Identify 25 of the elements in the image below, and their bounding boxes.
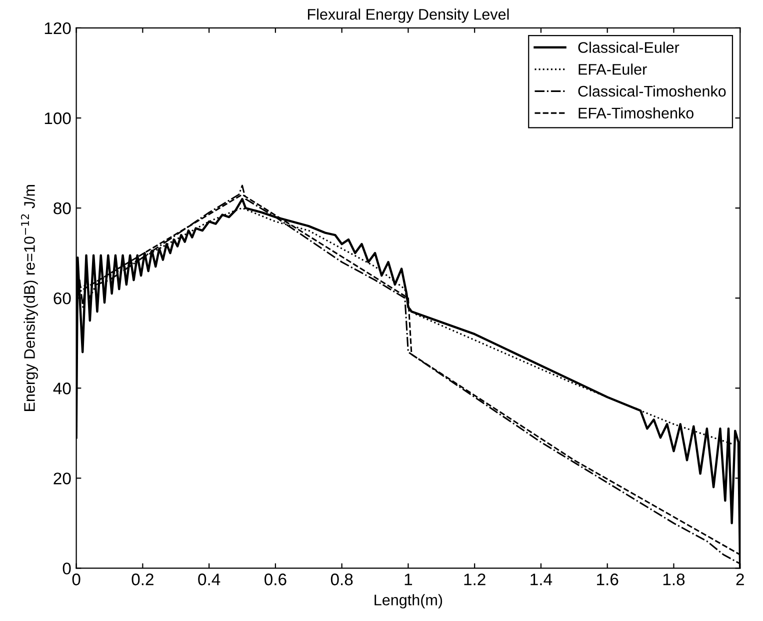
x-tick-label: 0.8 [330,574,353,586]
y-tick-label: 80 [54,202,71,214]
legend-label: Classical-Timoshenko [578,85,726,97]
x-axis-title: Length(m) [374,594,442,608]
x-tick-label: 0.4 [198,574,220,586]
y-tick-label: 60 [54,292,71,304]
y-axis-title: Energy Density(dB) re=10$^{−12}$ J/m [20,185,38,411]
x-tick-label: 1.8 [663,574,685,586]
y-tick-label: 0 [62,562,71,574]
y-tick-label: 40 [53,382,71,394]
x-tick-label: 2 [736,574,744,586]
x-tick-label: 1.6 [597,574,618,586]
x-tick-label: 1.2 [464,574,486,586]
x-tick-label: 0.2 [132,574,154,586]
chart-title: Flexural Energy Density Level [308,8,509,23]
y-tick-label: 120 [44,22,71,34]
x-tick-label: 1.4 [530,574,552,586]
x-tick-label: 1 [404,574,412,586]
legend-label: EFA-Timoshenko [578,107,694,119]
y-tick-label: 100 [44,112,71,124]
x-tick-label: 0.6 [264,574,286,586]
y-tick-label: 20 [54,472,71,484]
legend-label: EFA-Euler [578,64,647,75]
legend-label: Classical-Euler [578,42,680,53]
x-tick-label: 0 [72,574,80,586]
